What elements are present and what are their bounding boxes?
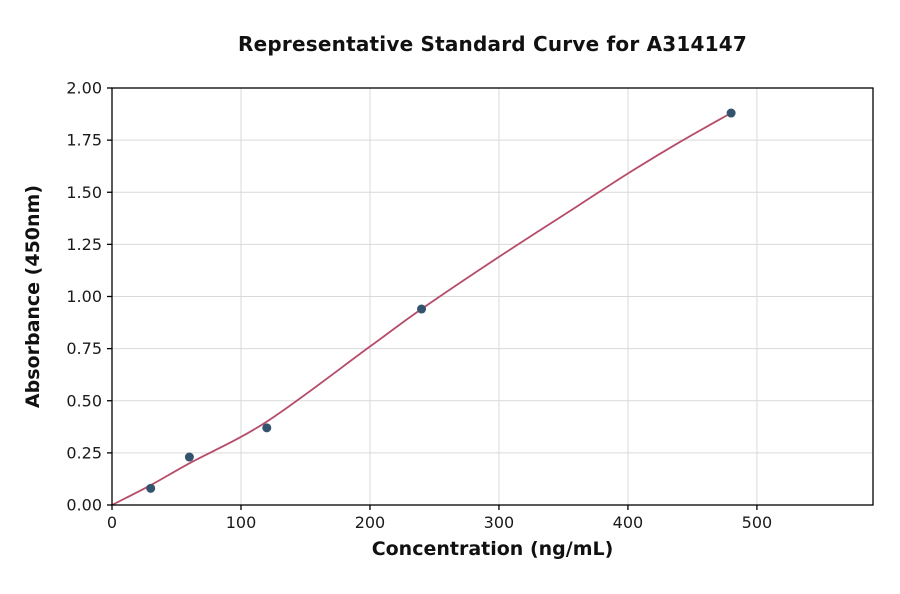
y-tick-label: 0.75 bbox=[66, 339, 102, 358]
x-axis-label: Concentration (ng/mL) bbox=[371, 538, 614, 560]
x-tick-label: 200 bbox=[355, 513, 386, 532]
y-tick-label: 0.00 bbox=[66, 496, 102, 515]
x-tick-label: 100 bbox=[226, 513, 257, 532]
data-point bbox=[262, 423, 272, 433]
y-tick-label: 1.50 bbox=[66, 183, 102, 202]
y-tick-label: 2.00 bbox=[66, 79, 102, 98]
y-tick-label: 0.50 bbox=[66, 391, 102, 410]
x-tick-label: 0 bbox=[107, 513, 117, 532]
x-tick-label: 400 bbox=[613, 513, 644, 532]
data-point bbox=[726, 108, 736, 118]
y-tick-label: 0.25 bbox=[66, 443, 102, 462]
data-point bbox=[417, 304, 427, 314]
x-tick-label: 300 bbox=[484, 513, 515, 532]
x-tick-label: 500 bbox=[742, 513, 773, 532]
y-tick-label: 1.75 bbox=[66, 131, 102, 150]
data-point bbox=[184, 452, 194, 462]
chart-title: Representative Standard Curve for A31414… bbox=[238, 32, 747, 56]
y-tick-label: 1.25 bbox=[66, 235, 102, 254]
y-tick-label: 1.00 bbox=[66, 287, 102, 306]
data-point bbox=[146, 483, 156, 493]
